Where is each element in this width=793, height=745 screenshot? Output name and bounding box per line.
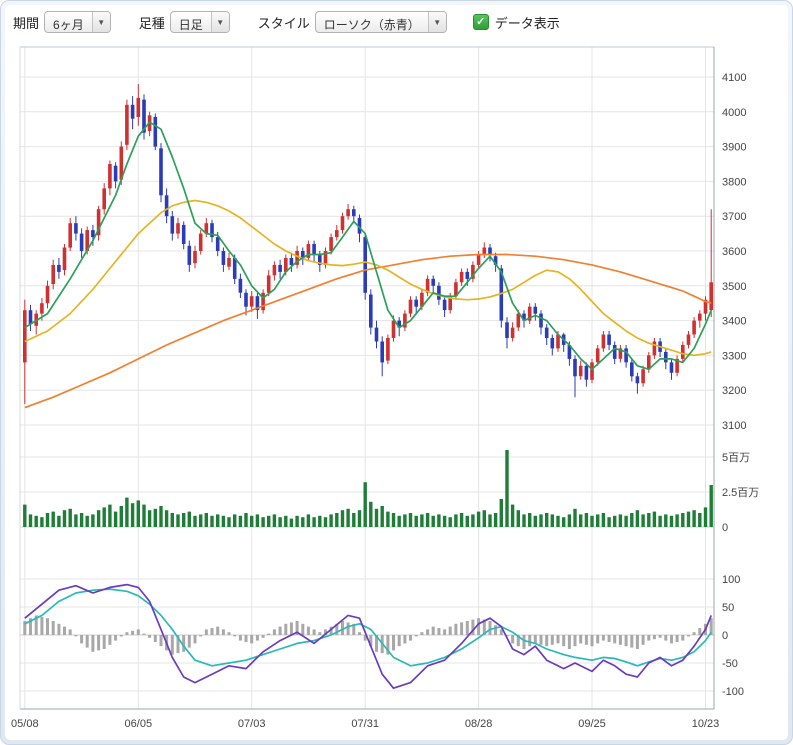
style-label: スタイル (257, 15, 310, 31)
svg-text:09/25: 09/25 (578, 718, 606, 730)
grid-lines (19, 46, 715, 710)
period-label: 期間 (13, 15, 40, 31)
style-select-value: ローソク（赤青） (323, 18, 420, 32)
oscillator-line-slow (24, 588, 712, 667)
style-select[interactable]: ローソク（赤青） ▼ (314, 11, 447, 33)
chevron-down-icon: ▼ (91, 12, 110, 32)
svg-text:06/05: 06/05 (125, 718, 153, 730)
chart-area: 3100 3200 3300 3400 3500 3600 3700 3800 3900 4000… (5, 37, 788, 740)
oscillator-lines (24, 583, 712, 690)
svg-text:50: 50 (722, 602, 734, 614)
svg-text:2.5百万: 2.5百万 (722, 487, 759, 499)
svg-text:10/23: 10/23 (692, 718, 720, 730)
toolbar: 期間 6ヶ月 ▼ 足種 日足 ▼ スタイル ローソク（赤青） ▼ ✓ データ表示 (5, 5, 788, 37)
check-icon: ✓ (476, 15, 486, 28)
svg-text:-50: -50 (722, 658, 738, 670)
svg-text:07/03: 07/03 (238, 718, 266, 730)
svg-text:5百万: 5百万 (722, 452, 750, 464)
data-display-checkbox[interactable]: ✓ (472, 14, 489, 30)
period-select-value: 6ヶ月 (53, 18, 84, 32)
svg-text:07/31: 07/31 (351, 718, 379, 730)
svg-text:4100: 4100 (722, 72, 746, 84)
candlesticks (23, 84, 713, 405)
svg-text:3900: 3900 (722, 142, 746, 154)
svg-text:4000: 4000 (722, 107, 746, 119)
ma-line-mid (24, 199, 712, 357)
chart-widget-inner: 期間 6ヶ月 ▼ 足種 日足 ▼ スタイル ローソク（赤青） ▼ ✓ データ表示… (5, 5, 788, 740)
bartype-select-value: 日足 (178, 18, 203, 32)
svg-text:3600: 3600 (722, 246, 746, 258)
axis-labels: 3100 3200 3300 3400 3500 3600 3700 3800 3900 4000… (11, 72, 759, 730)
chart-svg: 3100 3200 3300 3400 3500 3600 3700 3800 3900 4000… (11, 46, 759, 730)
svg-text:0: 0 (722, 630, 728, 642)
svg-text:0: 0 (722, 522, 728, 534)
svg-text:3500: 3500 (722, 281, 746, 293)
svg-text:3200: 3200 (722, 385, 746, 397)
svg-text:05/08: 05/08 (11, 718, 39, 730)
svg-text:3800: 3800 (722, 176, 746, 188)
chevron-down-icon: ▼ (427, 12, 446, 32)
ma-line-short (24, 121, 712, 371)
bartype-select[interactable]: 日足 ▼ (169, 11, 230, 33)
moving-average-lines (24, 121, 712, 409)
oscillator-line-fast (24, 583, 712, 690)
svg-text:3100: 3100 (722, 420, 746, 432)
svg-text:3700: 3700 (722, 211, 746, 223)
volume-bars (23, 450, 713, 527)
bartype-label: 足種 (138, 15, 165, 31)
svg-text:3400: 3400 (722, 316, 746, 328)
ma-line-long (24, 253, 712, 409)
svg-text:3300: 3300 (722, 350, 746, 362)
svg-text:08/28: 08/28 (465, 718, 493, 730)
period-select[interactable]: 6ヶ月 ▼ (44, 11, 111, 33)
data-display-label: データ表示 (494, 15, 560, 31)
svg-text:-100: -100 (722, 686, 744, 698)
svg-text:100: 100 (722, 574, 740, 586)
chevron-down-icon: ▼ (210, 12, 229, 32)
